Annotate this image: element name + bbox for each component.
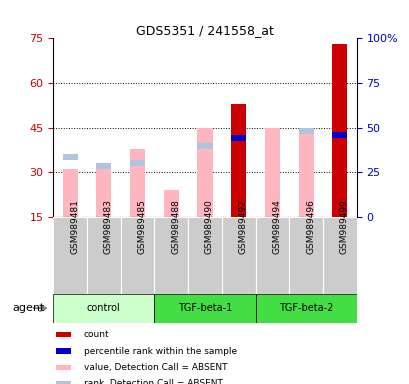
Text: GSM989485: GSM989485 <box>137 199 146 253</box>
Text: GSM989488: GSM989488 <box>171 199 180 253</box>
Bar <box>53 294 154 323</box>
Text: rank, Detection Call = ABSENT: rank, Detection Call = ABSENT <box>83 379 222 384</box>
Title: GDS5351 / 241558_at: GDS5351 / 241558_at <box>136 24 273 37</box>
Bar <box>188 217 221 294</box>
Bar <box>221 217 255 294</box>
Bar <box>163 190 178 217</box>
Text: GSM989490: GSM989490 <box>204 199 213 253</box>
Bar <box>56 332 71 337</box>
Bar <box>255 294 356 323</box>
Text: GSM989483: GSM989483 <box>103 199 112 253</box>
Bar <box>231 136 246 141</box>
Bar <box>264 127 279 217</box>
Text: count: count <box>83 330 109 339</box>
Bar <box>289 217 322 294</box>
Text: TGF-beta-1: TGF-beta-1 <box>178 303 231 313</box>
Bar <box>130 161 145 166</box>
Bar <box>56 348 71 354</box>
Bar <box>56 365 71 370</box>
Text: control: control <box>87 303 120 313</box>
Text: GSM989492: GSM989492 <box>238 199 247 253</box>
Bar <box>298 127 313 134</box>
Text: GSM989481: GSM989481 <box>70 199 79 253</box>
Bar <box>120 217 154 294</box>
Bar <box>298 131 313 217</box>
Bar <box>197 127 212 217</box>
Text: value, Detection Call = ABSENT: value, Detection Call = ABSENT <box>83 363 227 372</box>
Text: percentile rank within the sample: percentile rank within the sample <box>83 346 236 356</box>
Bar <box>154 294 255 323</box>
Text: TGF-beta-2: TGF-beta-2 <box>278 303 333 313</box>
Bar <box>96 169 111 217</box>
Bar <box>331 132 346 138</box>
Bar <box>130 149 145 217</box>
Bar <box>322 217 356 294</box>
Bar <box>231 104 246 217</box>
Text: GSM989496: GSM989496 <box>306 199 315 253</box>
Bar <box>154 217 188 294</box>
Bar <box>56 381 71 384</box>
Bar <box>197 142 212 149</box>
Text: GSM989494: GSM989494 <box>272 199 281 253</box>
Bar <box>331 44 346 217</box>
Bar <box>255 217 289 294</box>
Bar <box>87 217 120 294</box>
Bar <box>53 217 87 294</box>
Bar <box>96 164 111 169</box>
Bar <box>63 154 78 161</box>
Bar <box>63 169 78 217</box>
Text: GSM989499: GSM989499 <box>339 199 348 253</box>
Text: agent: agent <box>13 303 45 313</box>
